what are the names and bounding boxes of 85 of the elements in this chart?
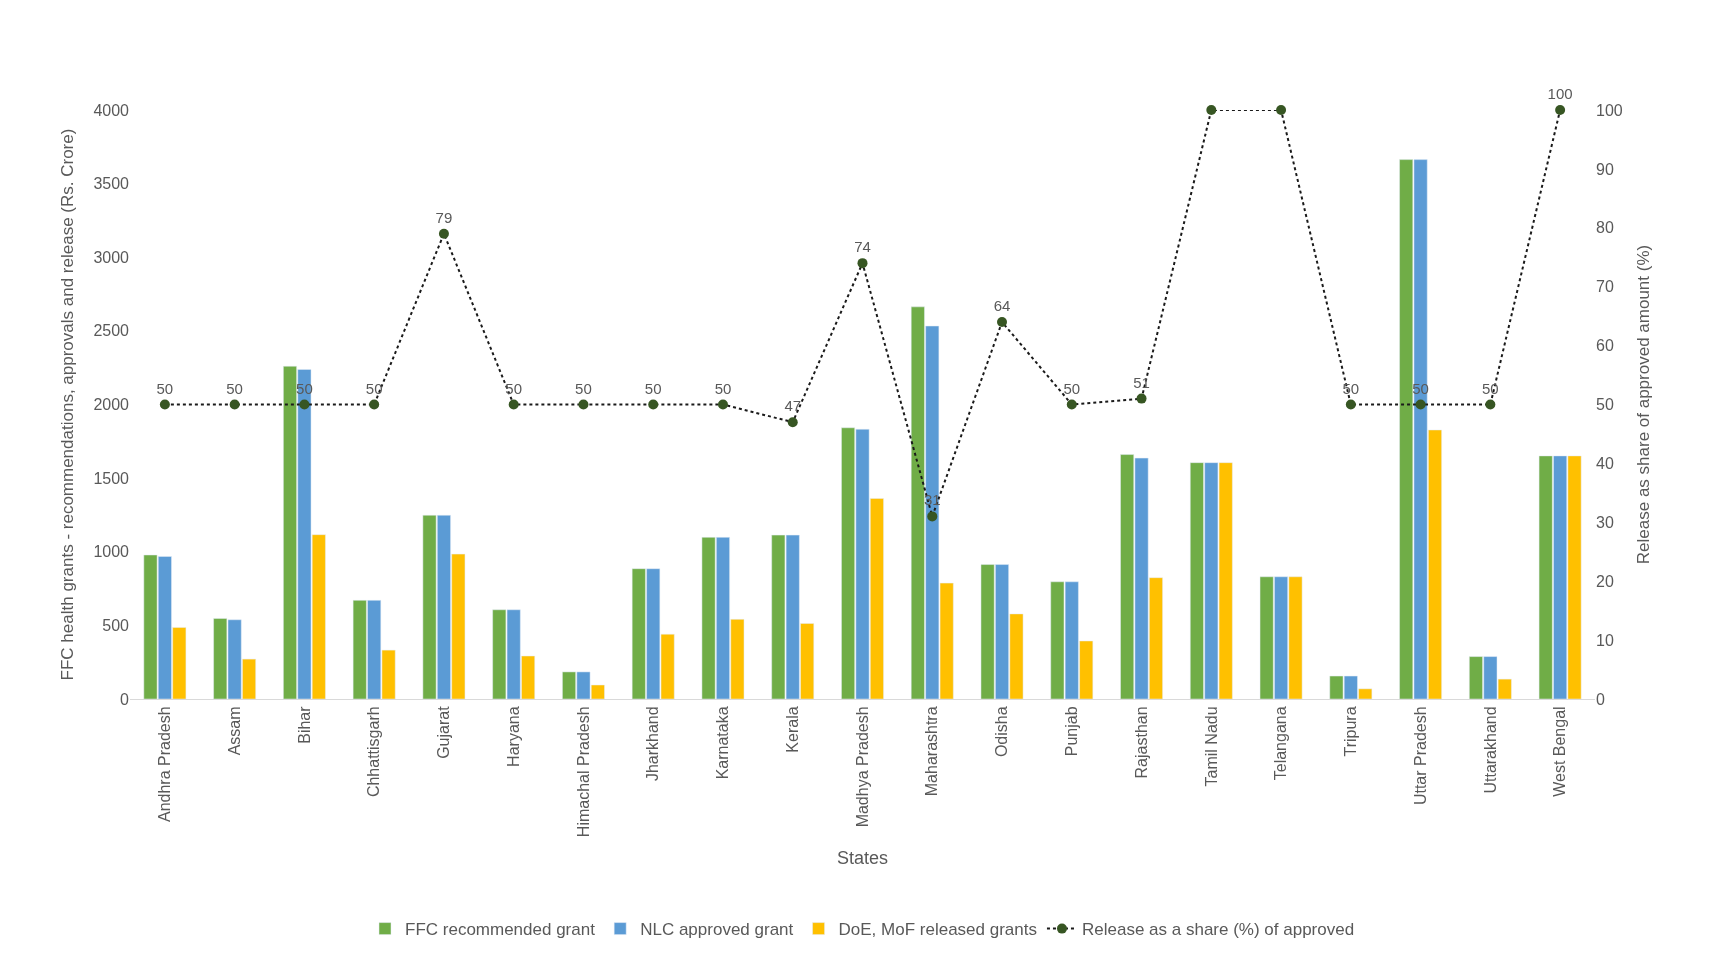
y2-tick-label: 100 bbox=[1596, 101, 1623, 119]
x-tick-label: Andhra Pradesh bbox=[156, 706, 174, 823]
y-tick-label: 500 bbox=[102, 616, 130, 634]
point bbox=[159, 399, 170, 410]
y-tick-label: 0 bbox=[120, 690, 130, 708]
point bbox=[229, 399, 240, 410]
x-tick-label: Gujarat bbox=[435, 705, 453, 759]
data-label: 50 bbox=[575, 379, 592, 397]
y-tick-label: 1500 bbox=[93, 469, 130, 487]
point bbox=[1555, 105, 1566, 115]
data-label: 50 bbox=[644, 379, 662, 397]
y2-tick-label: 30 bbox=[1596, 513, 1614, 531]
point bbox=[369, 399, 380, 410]
point bbox=[927, 511, 938, 522]
x-axis-title: States bbox=[836, 848, 889, 869]
y2-tick-label: 90 bbox=[1596, 160, 1614, 178]
legend-label: Release as a share (%) of approved bbox=[1081, 920, 1355, 940]
y-tick-label: 3000 bbox=[93, 248, 130, 266]
y2-tick-label: 70 bbox=[1596, 278, 1614, 296]
data-label: 51 bbox=[1133, 373, 1150, 391]
x-tick-label: Tamil Nadu bbox=[1202, 706, 1220, 787]
x-tick-label: Chhattisgarh bbox=[365, 706, 383, 798]
point bbox=[438, 228, 449, 239]
x-tick-label: Jharkhand bbox=[644, 706, 662, 782]
x-tick-label: Madhya Pradesh bbox=[853, 706, 871, 828]
data-label: 50 bbox=[1482, 379, 1499, 397]
x-tick-label: Uttarakhand bbox=[1481, 706, 1499, 794]
y2-tick-label: 50 bbox=[1596, 396, 1614, 414]
point bbox=[1345, 399, 1356, 410]
data-label: 74 bbox=[854, 238, 871, 256]
y-tick-label: 2500 bbox=[93, 322, 130, 340]
data-label: 50 bbox=[714, 379, 732, 397]
data-label: 100 bbox=[1547, 85, 1573, 102]
point bbox=[1136, 393, 1147, 404]
data-label: 50 bbox=[1342, 379, 1360, 397]
y-tick-label: 3500 bbox=[93, 175, 130, 193]
x-tick-label: Rajasthan bbox=[1132, 706, 1150, 779]
point bbox=[508, 399, 519, 410]
point bbox=[1066, 399, 1077, 410]
point bbox=[997, 317, 1008, 328]
x-tick-label: Bihar bbox=[295, 705, 313, 744]
x-tick-label: Odisha bbox=[993, 706, 1011, 758]
data-label: 50 bbox=[505, 379, 523, 397]
point bbox=[1485, 399, 1496, 410]
data-label: 50 bbox=[226, 379, 243, 397]
y2-axis-title: Release as share of approved amount (%) bbox=[1634, 244, 1654, 565]
x-tick-label: Tripura bbox=[1342, 706, 1360, 757]
data-label: 64 bbox=[993, 297, 1011, 315]
x-tick-label: Karnataka bbox=[714, 706, 732, 780]
x-tick-label: Punjab bbox=[1062, 706, 1080, 757]
x-tick-label: Uttar Pradesh bbox=[1411, 706, 1429, 806]
x-tick-label: Assam bbox=[225, 706, 243, 756]
point bbox=[1276, 105, 1287, 115]
y-tick-label: 2000 bbox=[93, 396, 130, 414]
y2-tick-label: 60 bbox=[1596, 337, 1614, 355]
y2-tick-label: 0 bbox=[1596, 690, 1605, 708]
point bbox=[299, 399, 310, 410]
y2-tick-label: 40 bbox=[1596, 455, 1614, 472]
x-tick-label: Maharashtra bbox=[923, 706, 941, 797]
point bbox=[857, 258, 868, 269]
data-label: 50 bbox=[1063, 379, 1081, 397]
point bbox=[1206, 105, 1217, 115]
data-label: 50 bbox=[365, 379, 383, 397]
x-tick-label: Telangana bbox=[1272, 706, 1290, 781]
legend-label: NLC approved grant bbox=[640, 920, 794, 940]
x-tick-label: West Bengal bbox=[1551, 706, 1569, 797]
y2-tick-label: 10 bbox=[1596, 631, 1614, 649]
point bbox=[787, 417, 798, 428]
point bbox=[1415, 399, 1426, 410]
x-tick-label: Himachal Pradesh bbox=[574, 706, 592, 838]
y-axis-title: FFC health grants - recommendations, approvals and release (Rs. Crore) bbox=[57, 128, 77, 681]
data-label: 50 bbox=[156, 379, 174, 397]
y-tick-label: 4000 bbox=[93, 101, 130, 119]
point bbox=[578, 399, 589, 410]
y-tick-label: 1000 bbox=[93, 543, 130, 561]
y2-tick-label: 80 bbox=[1596, 219, 1614, 237]
data-label: 79 bbox=[435, 208, 453, 226]
data-label: 47 bbox=[784, 397, 802, 415]
y2-tick-label: 20 bbox=[1596, 572, 1614, 590]
legend-label: FFC recommended grant bbox=[405, 920, 596, 940]
legend-label: DoE, MoF released grants bbox=[838, 920, 1037, 940]
x-tick-label: Haryana bbox=[504, 706, 522, 767]
point bbox=[648, 399, 659, 410]
x-tick-label: Kerala bbox=[783, 706, 801, 753]
point bbox=[717, 399, 728, 410]
